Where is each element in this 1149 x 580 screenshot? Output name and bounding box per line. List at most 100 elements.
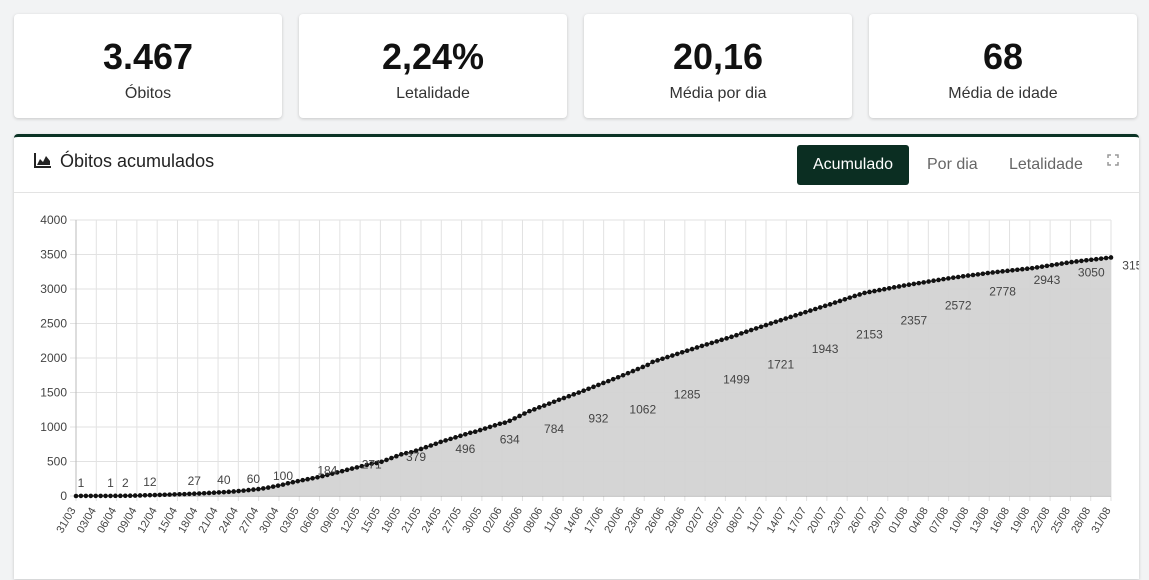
data-point <box>127 493 133 499</box>
data-point <box>670 353 675 358</box>
data-point <box>463 432 468 437</box>
tab-letalidade[interactable]: Letalidade <box>1009 156 1083 173</box>
data-point <box>931 278 936 284</box>
data-point <box>862 290 867 296</box>
data-point <box>566 393 572 399</box>
data-point <box>403 450 409 456</box>
data-point <box>236 488 241 494</box>
x-tick-label: 07/08 <box>927 506 951 536</box>
data-point <box>364 462 370 468</box>
data-point <box>260 486 266 491</box>
y-tick-label: 1500 <box>40 386 67 400</box>
x-tick-label: 05/06 <box>501 506 525 536</box>
data-point <box>1079 258 1084 264</box>
data-point <box>251 487 256 492</box>
data-point <box>768 321 774 326</box>
data-point <box>1054 262 1060 267</box>
data-point <box>645 362 651 368</box>
stat-value: 68 <box>982 36 1024 77</box>
data-point <box>827 302 833 307</box>
data-point <box>118 493 123 499</box>
data-point <box>187 491 192 497</box>
data-point <box>921 280 927 285</box>
y-tick-label: 2000 <box>40 351 67 365</box>
data-point <box>980 271 986 277</box>
data-point <box>901 283 907 288</box>
data-point <box>630 368 636 374</box>
data-point <box>1084 258 1089 263</box>
data-label: 784 <box>544 422 564 436</box>
data-point <box>576 390 582 395</box>
data-point <box>241 488 246 493</box>
data-point <box>532 407 537 412</box>
data-point <box>246 487 251 493</box>
data-point <box>1088 257 1094 263</box>
data-point <box>852 293 858 299</box>
x-tick-label: 12/05 <box>339 506 363 536</box>
data-point <box>665 354 670 360</box>
expand-icon[interactable] <box>1107 154 1119 166</box>
data-point <box>467 430 473 436</box>
data-point <box>763 322 769 328</box>
data-label: 1062 <box>629 403 656 417</box>
data-label: 1 <box>78 476 85 490</box>
data-label: 1499 <box>723 373 750 387</box>
stat-label: Letalidade <box>396 85 470 102</box>
data-label: 27 <box>188 474 202 488</box>
data-point <box>177 491 182 497</box>
data-point <box>275 483 281 488</box>
data-label: 379 <box>406 450 426 464</box>
y-tick-label: 3500 <box>40 248 67 262</box>
data-point <box>113 493 118 499</box>
data-point <box>857 292 862 297</box>
data-point <box>975 272 981 277</box>
data-point <box>290 479 296 485</box>
data-point <box>1098 256 1104 261</box>
data-point <box>689 346 695 352</box>
data-point <box>808 308 813 313</box>
data-point <box>679 349 685 355</box>
data-label: 60 <box>247 472 261 486</box>
data-point <box>1103 255 1109 261</box>
data-point <box>965 273 971 278</box>
data-point <box>990 270 996 275</box>
data-point <box>556 397 562 403</box>
x-tick-label: 27/05 <box>440 506 464 536</box>
data-point <box>596 382 601 388</box>
data-point <box>349 466 355 471</box>
data-point <box>93 493 99 499</box>
data-point <box>605 378 611 384</box>
data-point <box>650 359 655 365</box>
stat-card-lethality: 2,24% Letalidade <box>299 14 567 118</box>
data-point <box>926 279 931 284</box>
data-point <box>354 465 360 470</box>
x-tick-label: 08/07 <box>724 506 748 536</box>
data-point <box>152 492 158 498</box>
data-point <box>541 403 547 408</box>
y-tick-label: 0 <box>60 489 67 503</box>
tab-por-dia[interactable]: Por dia <box>927 156 978 173</box>
data-point <box>191 491 197 497</box>
data-point <box>960 274 966 279</box>
x-tick-label: 10/08 <box>947 506 971 536</box>
data-point <box>867 289 872 295</box>
data-point <box>586 386 591 392</box>
data-point <box>443 438 448 443</box>
data-point <box>591 384 596 390</box>
data-point <box>758 324 764 330</box>
data-point <box>167 492 172 497</box>
data-label: 3154 <box>1122 258 1139 272</box>
data-point <box>906 282 912 288</box>
data-point <box>477 427 483 433</box>
data-point <box>325 472 330 478</box>
x-tick-label: 15/05 <box>359 506 383 536</box>
data-point <box>832 300 838 305</box>
data-point <box>394 453 399 459</box>
y-tick-label: 1000 <box>40 420 67 434</box>
data-label: 12 <box>143 475 157 489</box>
data-point <box>694 345 700 350</box>
data-point <box>610 376 616 382</box>
data-point <box>837 298 843 304</box>
tab-acumulado[interactable]: Acumulado <box>797 145 910 185</box>
x-tick-label: 21/04 <box>196 506 220 536</box>
